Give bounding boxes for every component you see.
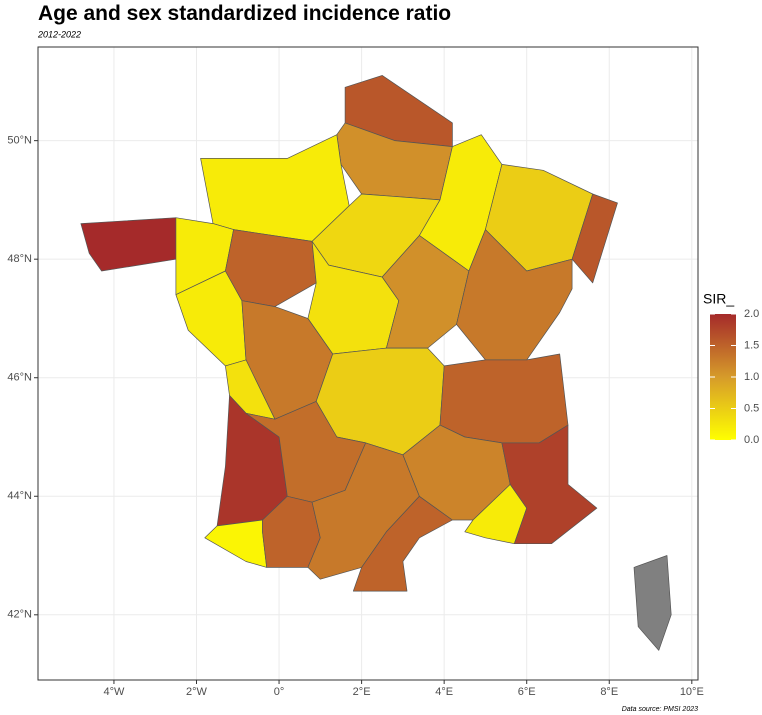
legend-tick-label: 2.0: [744, 308, 759, 320]
region: [80, 217, 177, 272]
region: [200, 134, 350, 242]
x-tick-label: 2°W: [186, 686, 208, 698]
region: [204, 519, 268, 568]
y-tick-label: 48°N: [7, 253, 32, 265]
legend-tick-label: 1.5: [744, 339, 759, 351]
caption: Data source: PMSI 2023: [622, 706, 698, 713]
y-tick-label: 50°N: [7, 135, 32, 147]
panel-border: [37, 46, 699, 681]
chart-subtitle: 2012-2022: [37, 29, 81, 39]
x-tick-label: 6°E: [518, 686, 536, 698]
region: [456, 229, 573, 361]
region: [571, 193, 618, 284]
y-tick-label: 44°N: [7, 490, 32, 502]
legend-tick-label: 0.5: [744, 402, 759, 414]
x-tick-label: 2°E: [353, 686, 371, 698]
region: [225, 229, 317, 307]
regions: [80, 75, 672, 651]
region: [352, 495, 453, 592]
legend-tick-label: 1.0: [744, 371, 759, 383]
chart-title: Age and sex standardized incidence ratio: [38, 2, 451, 25]
x-tick-label: 0°: [274, 686, 285, 698]
region: [501, 424, 598, 545]
y-tick-label: 42°N: [7, 609, 32, 621]
region: [633, 555, 672, 651]
legend-tick-label: 0.0: [744, 434, 759, 446]
region: [439, 353, 569, 444]
x-tick-label: 4°E: [435, 686, 453, 698]
x-tick-label: 8°E: [600, 686, 618, 698]
x-tick-label: 4°W: [103, 686, 125, 698]
y-tick-label: 46°N: [7, 372, 32, 384]
legend-title: SIR_: [703, 291, 734, 307]
x-tick-label: 10°E: [680, 686, 704, 698]
